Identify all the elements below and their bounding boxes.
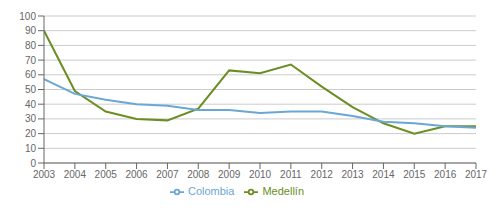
svg-text:30: 30 <box>25 113 37 124</box>
svg-text:0: 0 <box>30 158 36 169</box>
svg-text:80: 80 <box>25 40 37 51</box>
svg-text:2010: 2010 <box>249 169 272 180</box>
svg-text:90: 90 <box>25 25 37 36</box>
svg-text:2005: 2005 <box>95 169 118 180</box>
svg-text:2015: 2015 <box>403 169 426 180</box>
svg-text:50: 50 <box>25 84 37 95</box>
svg-text:2014: 2014 <box>372 169 395 180</box>
svg-text:40: 40 <box>25 99 37 110</box>
svg-text:2009: 2009 <box>218 169 241 180</box>
html-text:Medellín: Medellín <box>262 185 304 197</box>
svg-text:2017: 2017 <box>465 169 488 180</box>
svg-text:2012: 2012 <box>311 169 334 180</box>
svg-text:2008: 2008 <box>187 169 210 180</box>
svg-text:70: 70 <box>25 55 37 66</box>
svg-text:2011: 2011 <box>280 169 302 180</box>
svg-text:20: 20 <box>25 128 37 139</box>
svg-text:60: 60 <box>25 69 37 80</box>
html-text:Colombia: Colombia <box>188 185 235 197</box>
svg-text:2016: 2016 <box>434 169 457 180</box>
svg-text:100: 100 <box>19 11 36 22</box>
svg-text:2006: 2006 <box>125 169 148 180</box>
svg-text:10: 10 <box>25 143 37 154</box>
svg-text:2004: 2004 <box>64 169 87 180</box>
svg-text:2003: 2003 <box>33 169 56 180</box>
svg-text:2013: 2013 <box>341 169 364 180</box>
svg-text:2007: 2007 <box>156 169 179 180</box>
